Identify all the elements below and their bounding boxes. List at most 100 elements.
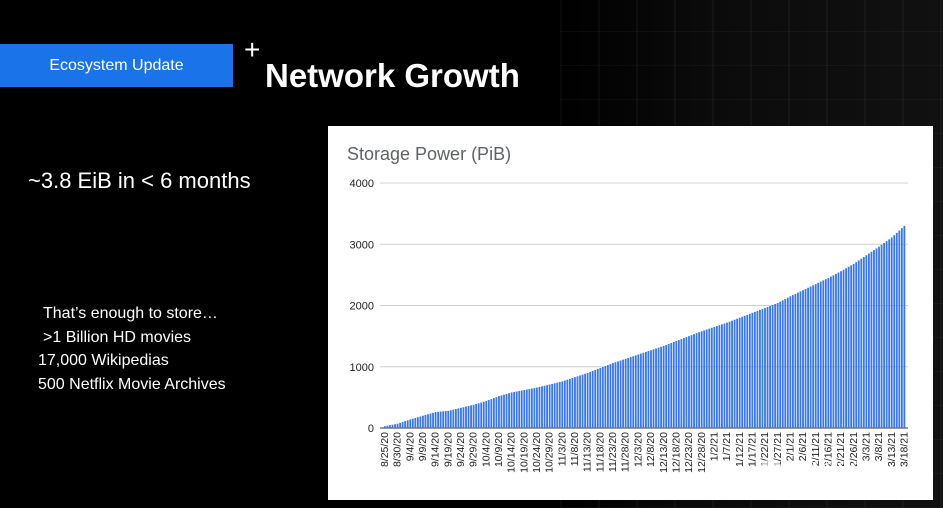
bar <box>784 299 787 428</box>
bar <box>766 306 769 428</box>
y-tick-label: 2000 <box>350 301 374 313</box>
bar <box>513 391 516 428</box>
bar <box>645 351 647 428</box>
bar <box>490 399 493 428</box>
bar <box>850 265 853 428</box>
y-tick-label: 4000 <box>350 178 374 190</box>
x-tick-label: 3/13/21 <box>886 432 898 467</box>
bar <box>753 311 756 428</box>
x-tick-label: 9/24/20 <box>455 432 467 467</box>
bar <box>771 305 774 428</box>
bar <box>890 237 893 428</box>
x-tick-label: 12/13/20 <box>658 432 670 473</box>
bar <box>533 388 536 428</box>
bar <box>467 405 470 428</box>
bar <box>683 338 685 428</box>
bar <box>756 310 759 428</box>
bar <box>470 405 472 428</box>
bar <box>566 379 569 428</box>
bar <box>482 401 485 428</box>
bar <box>384 426 386 428</box>
x-tick-label: 12/8/20 <box>645 432 657 467</box>
bar <box>394 424 396 428</box>
bar <box>835 273 837 428</box>
bar <box>404 421 407 428</box>
bar <box>862 256 865 428</box>
bar <box>900 228 903 428</box>
headline-stat: ~3.8 EiB in < 6 months <box>28 168 251 193</box>
bar <box>416 417 419 428</box>
bar <box>477 403 480 428</box>
bar <box>761 308 764 428</box>
bar <box>614 362 617 428</box>
bar <box>518 391 521 428</box>
bar <box>751 312 754 428</box>
bar <box>650 350 652 428</box>
bar <box>895 232 898 428</box>
bar <box>690 335 693 428</box>
bar <box>495 397 498 428</box>
x-tick-label: 3/18/21 <box>898 432 910 467</box>
x-tick-label: 11/28/20 <box>620 432 632 472</box>
bar <box>797 292 799 428</box>
chart-title: Storage Power (PiB) <box>347 144 512 164</box>
x-tick-label: 2/21/21 <box>835 432 847 467</box>
x-tick-label: 1/27/21 <box>772 432 784 467</box>
x-tick-label: 10/19/20 <box>518 432 530 473</box>
y-tick-label: 0 <box>368 423 374 435</box>
bar <box>591 370 594 428</box>
bar <box>606 365 609 428</box>
bar <box>409 419 412 428</box>
bar <box>746 314 749 428</box>
bar <box>576 376 579 428</box>
bar <box>594 369 597 428</box>
storage-power-chart: Storage Power (PiB) 0 1000 2000 3000 4000 8/2… <box>328 126 933 500</box>
bar <box>503 394 505 428</box>
bar <box>667 343 670 428</box>
bar <box>728 321 731 428</box>
bar <box>442 411 445 428</box>
bar <box>875 248 878 428</box>
bar <box>672 342 675 428</box>
bar <box>832 275 835 428</box>
x-tick-label: 2/11/21 <box>810 432 822 466</box>
bar <box>586 372 589 428</box>
bar <box>865 255 868 428</box>
x-tick-label: 2/26/21 <box>848 432 860 467</box>
bar <box>508 393 510 428</box>
x-tick-label: 11/18/20 <box>594 432 606 472</box>
bar <box>774 304 777 428</box>
bar <box>822 280 825 428</box>
bar <box>449 410 452 428</box>
fact-wikipedias: 17,000 Wikipedias <box>38 352 169 369</box>
bar <box>677 340 680 428</box>
bar <box>802 290 804 428</box>
bar <box>543 385 546 428</box>
bar <box>558 382 561 428</box>
bar <box>731 320 733 428</box>
x-tick-label: 10/9/20 <box>493 432 505 467</box>
bar <box>624 358 627 428</box>
bar <box>733 319 736 428</box>
bar <box>726 322 728 428</box>
bar <box>662 345 665 428</box>
bar <box>457 408 460 428</box>
bar <box>698 332 701 428</box>
x-tick-label: 10/14/20 <box>506 432 518 473</box>
bar <box>840 271 842 428</box>
bar <box>462 407 465 428</box>
bar <box>619 360 622 428</box>
bar <box>634 355 637 428</box>
x-tick-label: 10/24/20 <box>531 432 543 473</box>
bar <box>500 395 503 428</box>
wechat-icon <box>760 459 782 478</box>
bar <box>695 333 698 428</box>
bar <box>525 389 528 428</box>
bar <box>794 293 797 428</box>
bar <box>885 241 888 428</box>
x-tick-label: 8/25/20 <box>379 432 391 467</box>
bar <box>536 387 538 428</box>
bar <box>632 356 635 428</box>
bar <box>708 328 711 428</box>
bar <box>880 244 883 428</box>
